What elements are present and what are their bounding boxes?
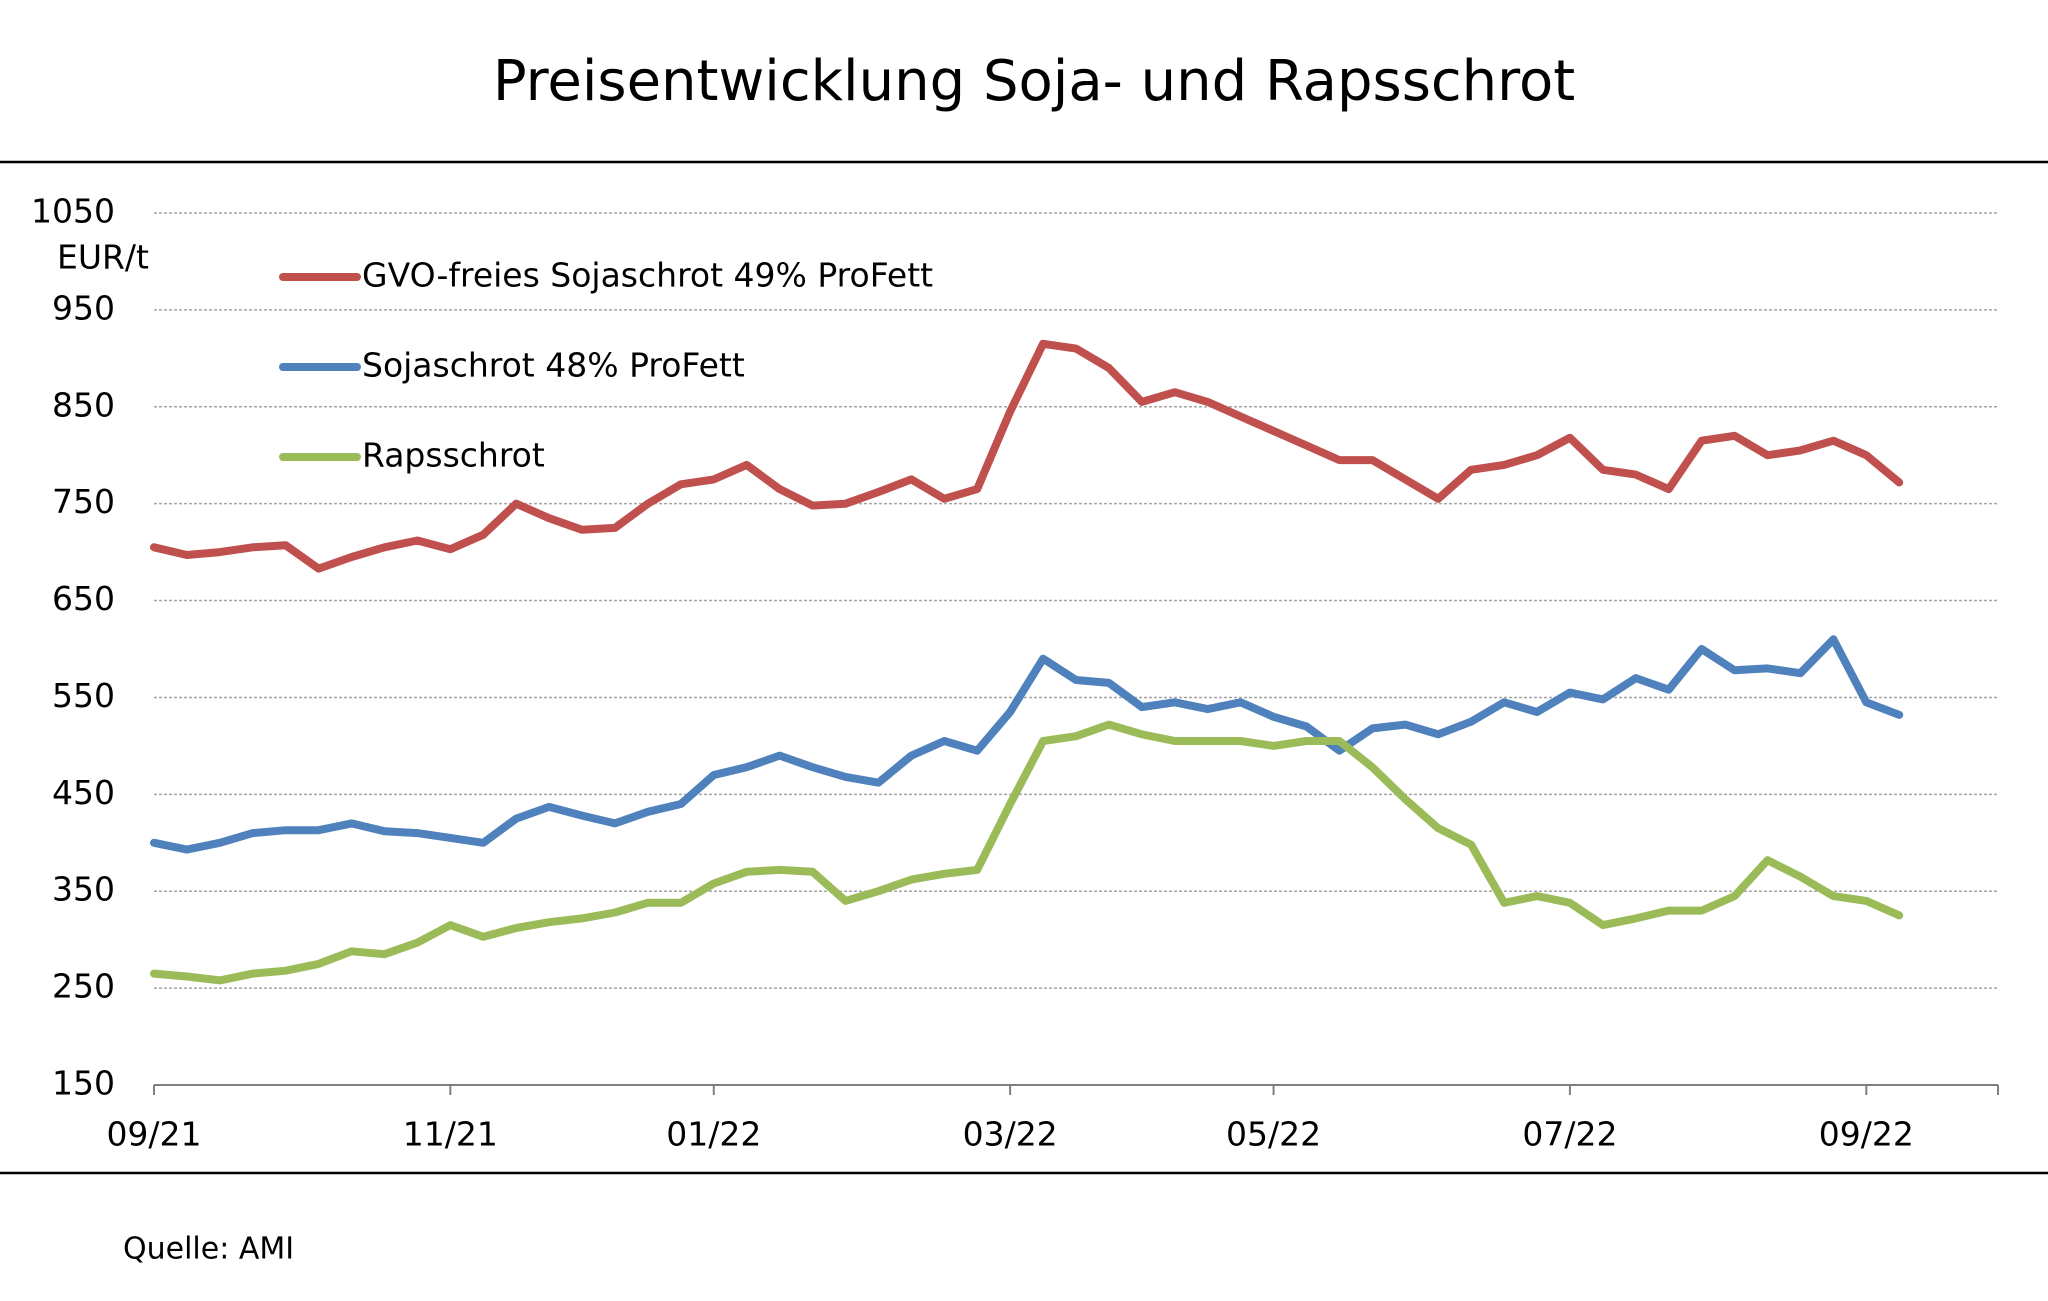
- x-tick-label: 09/22: [1819, 1115, 1914, 1154]
- x-tick-label: 07/22: [1522, 1115, 1617, 1154]
- y-tick-label: 550: [52, 676, 115, 715]
- x-tick-label: 09/21: [106, 1115, 201, 1154]
- legend-label: Sojaschrot 48% ProFett: [362, 346, 745, 385]
- source: Quelle: AMI: [123, 1232, 294, 1267]
- y-tick-label: 350: [52, 870, 115, 909]
- y-tick-label: 250: [52, 967, 115, 1006]
- legend-label: GVO-freies Sojaschrot 49% ProFett: [362, 256, 933, 295]
- legend-label: Rapsschrot: [362, 436, 545, 475]
- y-tick-label: 450: [52, 773, 115, 812]
- x-tick-label: 03/22: [963, 1115, 1058, 1154]
- y-tick-label: 650: [52, 579, 115, 618]
- series-line: [150, 720, 1904, 985]
- x-tick-label: 11/21: [403, 1115, 498, 1154]
- x-tick-label: 01/22: [666, 1115, 761, 1154]
- y-tick-label: 1050: [31, 192, 115, 231]
- y-tick-label: 150: [52, 1064, 115, 1103]
- y-tick-label: 750: [52, 482, 115, 521]
- series-line: [150, 339, 1904, 573]
- series-line: [150, 635, 1904, 854]
- y-tick-label: 850: [52, 385, 115, 424]
- x-tick-label: 05/22: [1226, 1115, 1321, 1154]
- y-tick-label: 950: [52, 288, 115, 327]
- y-axis-label: EUR/t: [57, 238, 149, 277]
- chart-title: Preisentwicklung Soja- und Rapsschrot: [493, 49, 1575, 114]
